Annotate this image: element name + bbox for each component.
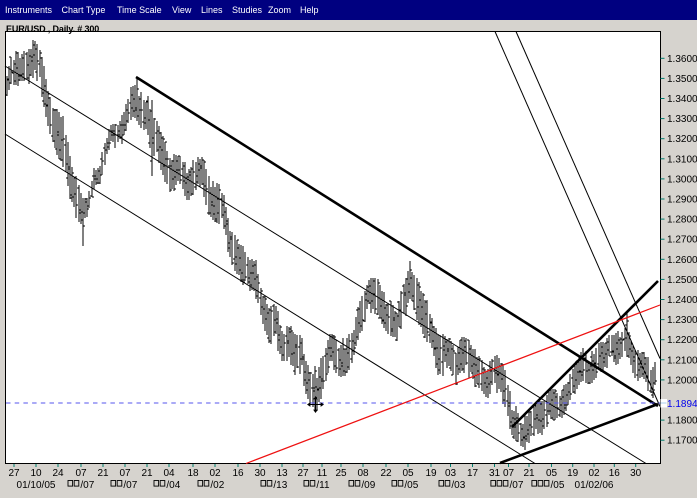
svg-text:1.3100: 1.3100 <box>667 154 697 165</box>
svg-text:1.2200: 1.2200 <box>667 335 697 346</box>
svg-text:16: 16 <box>609 468 621 479</box>
svg-text:1.1700: 1.1700 <box>667 436 697 447</box>
svg-text:24: 24 <box>52 468 64 479</box>
svg-text:1.3500: 1.3500 <box>667 74 697 85</box>
svg-text:/04: /04 <box>166 480 180 491</box>
svg-text:21: 21 <box>141 468 153 479</box>
svg-text:1.3600: 1.3600 <box>667 54 697 65</box>
svg-text:1.1800: 1.1800 <box>667 416 697 427</box>
svg-text:/05: /05 <box>404 480 418 491</box>
svg-text:1.2000: 1.2000 <box>667 375 697 386</box>
svg-text:01/02/06: 01/02/06 <box>575 480 614 491</box>
svg-text:1.1894: 1.1894 <box>667 399 697 410</box>
svg-text:1.3400: 1.3400 <box>667 94 697 105</box>
svg-text:05: 05 <box>402 468 414 479</box>
svg-text:1.3200: 1.3200 <box>667 134 697 145</box>
svg-text:16: 16 <box>232 468 244 479</box>
svg-text:/07: /07 <box>510 480 524 491</box>
svg-text:02: 02 <box>209 468 221 479</box>
svg-text:/02: /02 <box>210 480 224 491</box>
svg-text:1.2300: 1.2300 <box>667 315 697 326</box>
svg-text:08: 08 <box>357 468 369 479</box>
svg-text:/05: /05 <box>551 480 565 491</box>
svg-text:17: 17 <box>467 468 479 479</box>
svg-text:19: 19 <box>425 468 437 479</box>
svg-text:31: 31 <box>489 468 501 479</box>
svg-text:05: 05 <box>546 468 558 479</box>
svg-text:03: 03 <box>445 468 457 479</box>
svg-text:1.3300: 1.3300 <box>667 114 697 125</box>
svg-text:/07: /07 <box>123 480 137 491</box>
svg-text:25: 25 <box>335 468 347 479</box>
svg-text:21: 21 <box>97 468 109 479</box>
svg-text:27: 27 <box>297 468 309 479</box>
svg-text:07: 07 <box>503 468 515 479</box>
svg-text:19: 19 <box>567 468 579 479</box>
svg-text:1.2700: 1.2700 <box>667 235 697 246</box>
svg-text:07: 07 <box>119 468 131 479</box>
svg-text:04: 04 <box>163 468 175 479</box>
svg-text:1.2800: 1.2800 <box>667 215 697 226</box>
svg-text:1.2900: 1.2900 <box>667 195 697 206</box>
svg-text:13: 13 <box>276 468 288 479</box>
svg-text:/13: /13 <box>273 480 287 491</box>
svg-text:/03: /03 <box>451 480 465 491</box>
svg-text:1.2400: 1.2400 <box>667 295 697 306</box>
svg-text:22: 22 <box>380 468 392 479</box>
svg-text:21: 21 <box>523 468 535 479</box>
svg-text:01/10/05: 01/10/05 <box>17 480 56 491</box>
svg-text:02: 02 <box>588 468 600 479</box>
svg-text:18: 18 <box>187 468 199 479</box>
svg-text:/07: /07 <box>80 480 94 491</box>
svg-text:27: 27 <box>8 468 20 479</box>
svg-text:30: 30 <box>254 468 266 479</box>
svg-text:1.3000: 1.3000 <box>667 174 697 185</box>
svg-text:1.2500: 1.2500 <box>667 275 697 286</box>
svg-text:10: 10 <box>30 468 42 479</box>
svg-text:1.2100: 1.2100 <box>667 355 697 366</box>
svg-text:30: 30 <box>630 468 642 479</box>
svg-text:/09: /09 <box>361 480 375 491</box>
svg-text:07: 07 <box>75 468 87 479</box>
svg-text:/11: /11 <box>316 480 330 491</box>
svg-text:1.2600: 1.2600 <box>667 255 697 266</box>
svg-text:11: 11 <box>317 468 328 479</box>
